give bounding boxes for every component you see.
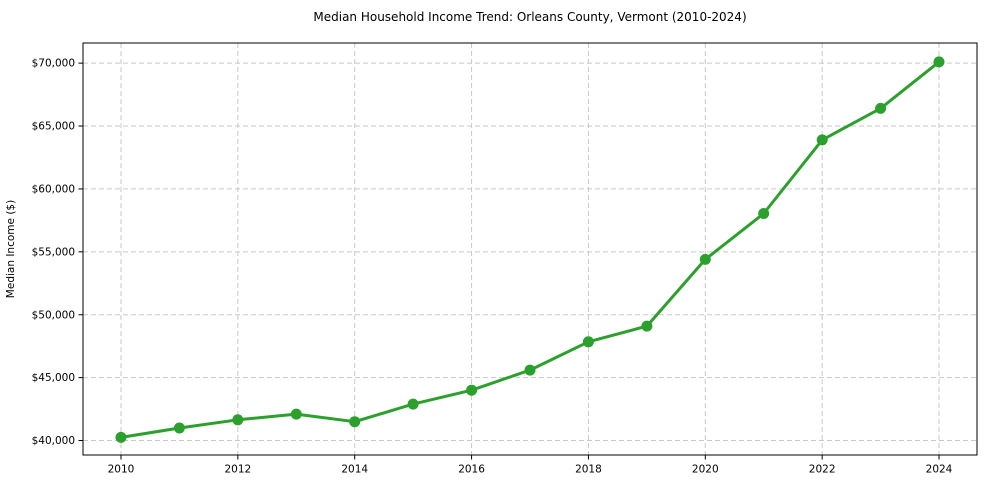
y-axis-label: Median Income ($) [5, 200, 17, 298]
y-tick-label: $45,000 [32, 372, 75, 384]
plot-border [82, 42, 978, 456]
trend-line [119, 60, 941, 439]
line-series [115, 56, 945, 443]
data-point-2011 [173, 422, 185, 434]
data-point-2024 [933, 56, 945, 68]
x-tick-label: 2014 [341, 464, 368, 476]
data-point-2014 [349, 416, 361, 428]
data-point-2019 [641, 320, 653, 332]
data-point-2010 [115, 431, 127, 443]
data-point-2021 [758, 208, 770, 219]
grid-lines [83, 43, 977, 455]
x-tick-label: 2022 [809, 464, 836, 476]
x-tick-label: 2024 [926, 464, 953, 476]
data-point-2017 [524, 364, 536, 376]
y-tick-label: $40,000 [32, 435, 75, 447]
data-point-2020 [699, 253, 711, 265]
data-point-2013 [290, 408, 302, 420]
data-point-2015 [407, 398, 419, 410]
x-tick-label: 2018 [575, 464, 602, 476]
data-point-2016 [466, 384, 478, 396]
data-point-2023 [875, 102, 887, 114]
data-point-2018 [582, 336, 594, 348]
axis-tick-labels: $40,000 $45,000 $50,000 $55,000 $60,000 $65,0… [32, 58, 953, 476]
chart-title: Median Household Income Trend: Orleans C… [313, 10, 746, 24]
data-point-2022 [816, 134, 828, 146]
y-tick-label: $55,000 [32, 246, 75, 258]
y-tick-label: $65,000 [32, 121, 75, 133]
y-tick-label: $60,000 [32, 184, 75, 196]
x-tick-label: 2016 [458, 464, 485, 476]
y-tick-label: $70,000 [32, 58, 75, 70]
x-tick-label: 2020 [692, 464, 719, 476]
axis-ticks [78, 62, 940, 460]
x-tick-label: 2012 [224, 464, 251, 476]
data-point-2012 [232, 414, 244, 426]
x-tick-label: 2010 [108, 464, 135, 476]
y-tick-label: $50,000 [32, 309, 75, 321]
